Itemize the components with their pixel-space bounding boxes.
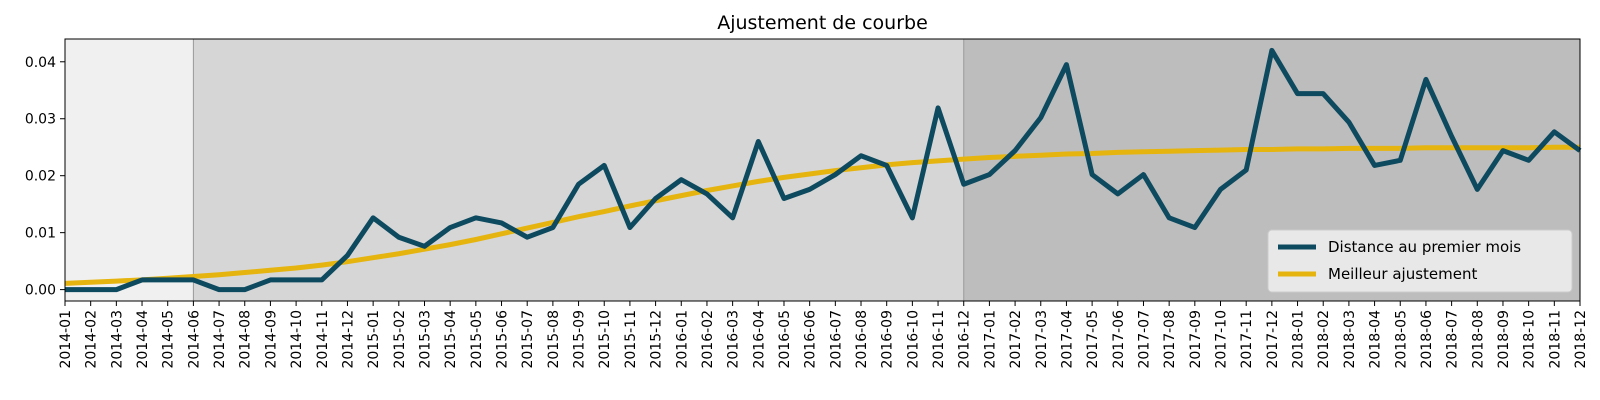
background-region-1 [65, 39, 194, 301]
xtick-label: 2018-11 [1547, 310, 1563, 369]
xtick-label: 2016-01 [674, 310, 690, 369]
xtick-label: 2016-04 [751, 310, 767, 369]
xtick-label: 2014-09 [263, 310, 279, 369]
series-lines [64, 47, 1582, 293]
x-axis: 2014-01 2014-02 2014-03 2014-04 2014-05 2014-… [58, 301, 1589, 369]
xtick-label: 2015-10 [597, 310, 613, 369]
xtick-label: 2015-09 [572, 310, 588, 369]
xtick-label: 2015-12 [649, 310, 665, 369]
chart-title: Ajustement de courbe [717, 12, 928, 34]
xtick-label: 2016-12 [957, 310, 973, 369]
xtick-label: 2017-04 [1059, 310, 1075, 369]
xtick-label: 2014-02 [84, 310, 100, 369]
xtick-label: 2018-06 [1419, 310, 1435, 369]
xtick-label: 2018-05 [1393, 310, 1409, 369]
xtick-label: 2016-07 [828, 310, 844, 369]
legend-label-2: Meilleur ajustement [1328, 265, 1477, 283]
xtick-label: 2015-11 [623, 310, 639, 369]
xtick-label: 2017-06 [1111, 310, 1127, 369]
series-line-1 [65, 47, 1582, 293]
xtick-label: 2016-02 [700, 310, 716, 369]
xtick-label: 2014-10 [289, 310, 305, 369]
xtick-label: 2018-10 [1522, 310, 1538, 369]
xtick-label: 2016-11 [931, 310, 947, 369]
xtick-label: 2014-03 [109, 310, 125, 369]
xtick-label: 2014-01 [58, 310, 74, 369]
xtick-label: 2018-12 [1573, 310, 1589, 369]
xtick-label: 2014-11 [315, 310, 331, 369]
xtick-label: 2014-05 [161, 310, 177, 369]
xtick-label: 2017-02 [1008, 310, 1024, 369]
xtick-label: 2015-08 [546, 310, 562, 369]
xtick-label: 2018-02 [1316, 310, 1332, 369]
xtick-label: 2016-09 [880, 310, 896, 369]
xtick-label: 2014-06 [186, 310, 202, 369]
xtick-label: 2014-07 [212, 310, 228, 369]
xtick-label: 2018-07 [1445, 310, 1461, 369]
ytick-label: 0.01 [25, 226, 56, 242]
xtick-label: 2018-01 [1291, 310, 1307, 369]
series-line-2 [64, 144, 1580, 286]
xtick-label: 2015-03 [417, 310, 433, 369]
legend: Distance au premier mois Meilleur ajustem… [1267, 229, 1573, 293]
xtick-label: 2018-04 [1368, 310, 1384, 369]
xtick-label: 2018-09 [1496, 310, 1512, 369]
ytick-label: 0.04 [25, 55, 56, 71]
legend-box [1267, 229, 1573, 293]
plot-frame [64, 38, 1581, 302]
xtick-label: 2015-02 [392, 310, 408, 369]
xtick-label: 2014-12 [340, 310, 356, 369]
xtick-label: 2015-05 [469, 310, 485, 369]
xtick-label: 2017-10 [1214, 310, 1230, 369]
xtick-label: 2017-09 [1188, 310, 1204, 369]
ytick-label: 0.00 [25, 283, 56, 299]
legend-label-1: Distance au premier mois [1328, 238, 1521, 256]
xtick-label: 2017-08 [1162, 310, 1178, 369]
xtick-label: 2017-07 [1136, 310, 1152, 369]
xtick-label: 2016-06 [803, 310, 819, 369]
xtick-label: 2016-05 [777, 310, 793, 369]
xtick-label: 2014-04 [135, 310, 151, 369]
xtick-label: 2017-12 [1265, 310, 1281, 369]
xtick-label: 2015-04 [443, 310, 459, 369]
xtick-label: 2016-08 [854, 310, 870, 369]
xtick-label: 2017-03 [1034, 310, 1050, 369]
xtick-label: 2014-08 [238, 310, 254, 369]
xtick-label: 2016-10 [905, 310, 921, 369]
xtick-label: 2015-01 [366, 310, 382, 369]
xtick-label: 2015-06 [495, 310, 511, 369]
xtick-label: 2018-08 [1470, 310, 1486, 369]
xtick-label: 2017-05 [1085, 310, 1101, 369]
ytick-label: 0.03 [25, 112, 56, 128]
y-axis: 0.00 0.01 0.02 0.03 0.04 [25, 55, 65, 299]
xtick-label: 2016-03 [726, 310, 742, 369]
xtick-label: 2015-07 [520, 310, 536, 369]
xtick-label: 2017-11 [1239, 310, 1255, 369]
xtick-label: 2018-03 [1342, 310, 1358, 369]
ytick-label: 0.02 [25, 169, 56, 185]
xtick-label: 2017-01 [982, 310, 998, 369]
